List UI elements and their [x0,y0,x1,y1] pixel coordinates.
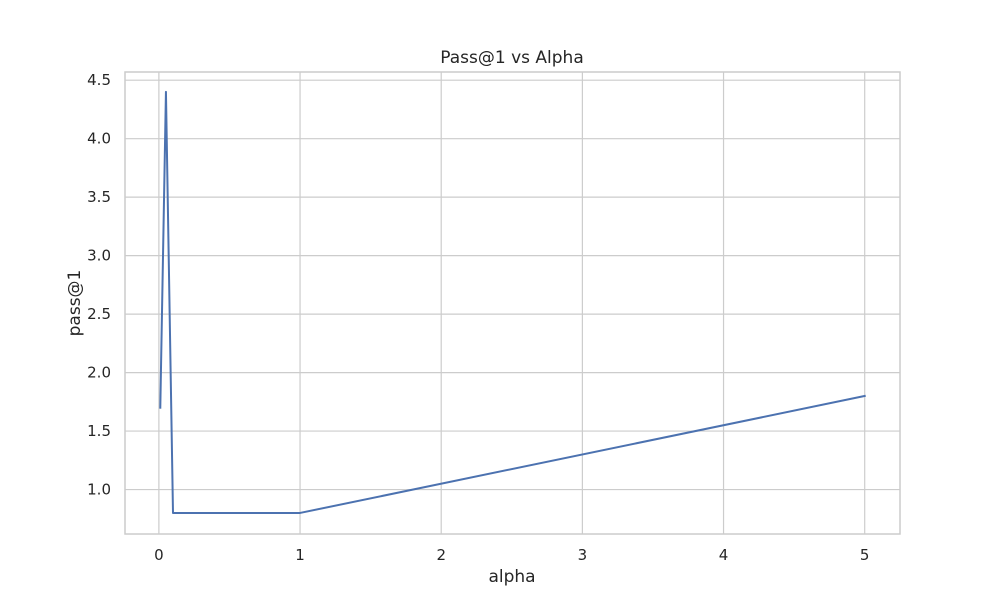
y-tick-label: 3.0 [87,247,111,265]
x-tick-label: 3 [578,546,588,564]
plot-area-frame [124,71,901,535]
x-axis-label: alpha [488,567,535,587]
chart-title: Pass@1 vs Alpha [440,48,584,68]
y-tick-label: 4.5 [87,71,111,89]
y-tick-label: 4.0 [87,130,111,148]
y-axis-ticks: 1.0 1.5 2.0 2.5 3.0 3.5 4.0 4.5 [87,71,111,498]
y-tick-label: 1.5 [87,422,111,440]
x-tick-label: 2 [436,546,446,564]
series-line-0 [159,90,866,514]
series-lines [159,90,866,514]
y-tick-label: 1.0 [87,481,111,499]
x-tick-label: 1 [295,546,305,564]
x-tick-label: 5 [860,546,870,564]
y-tick-label: 3.5 [87,188,111,206]
y-axis-label: pass@1 [65,270,85,337]
y-tick-label: 2.0 [87,364,111,382]
x-tick-label: 0 [154,546,164,564]
x-axis-ticks: 0 1 2 3 4 5 [154,546,869,564]
grid-lines [125,72,900,534]
x-tick-label: 4 [719,546,729,564]
y-tick-label: 2.5 [87,305,111,323]
